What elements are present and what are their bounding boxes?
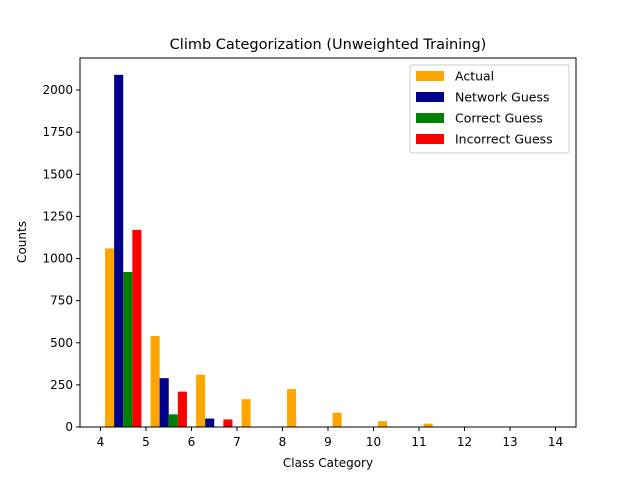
x-tick-label-9: 13 xyxy=(502,435,517,449)
bar-actual-6 xyxy=(378,421,388,427)
legend-swatch-incorrect-guess xyxy=(416,134,444,144)
legend-label-network-guess: Network Guess xyxy=(455,90,550,105)
bar-incorrect-guess-2 xyxy=(223,419,233,427)
bar-network-guess-2 xyxy=(205,418,215,427)
x-tick-label-2: 6 xyxy=(188,435,196,449)
bar-actual-4 xyxy=(287,389,297,427)
bar-actual-5 xyxy=(332,412,342,427)
legend-swatch-actual xyxy=(416,71,444,81)
x-tick-label-5: 9 xyxy=(324,435,332,449)
bar-correct-guess-1 xyxy=(168,414,178,427)
x-tick-label-6: 10 xyxy=(366,435,381,449)
y-tick-label-2: 500 xyxy=(50,336,73,350)
legend-label-incorrect-guess: Incorrect Guess xyxy=(455,132,553,147)
bar-actual-0 xyxy=(105,248,115,427)
legend-label-actual: Actual xyxy=(455,69,494,84)
x-tick-label-4: 8 xyxy=(279,435,287,449)
bar-actual-3 xyxy=(241,399,251,427)
legend-swatch-network-guess xyxy=(416,92,444,102)
x-tick-label-10: 14 xyxy=(548,435,563,449)
y-tick-label-4: 1000 xyxy=(42,252,73,266)
x-axis-ticks: 4 5 6 7 8 9 10 11 12 13 14 xyxy=(97,427,563,449)
y-tick-label-6: 1500 xyxy=(42,167,73,181)
bar-network-guess-1 xyxy=(159,378,169,427)
y-axis-ticks: 0 250 500 750 1000 1250 1500 1750 2000 xyxy=(42,83,80,434)
x-tick-label-1: 5 xyxy=(142,435,150,449)
y-tick-label-8: 2000 xyxy=(42,83,73,97)
y-tick-label-0: 0 xyxy=(65,420,73,434)
x-tick-label-3: 7 xyxy=(233,435,241,449)
y-axis-label: Counts xyxy=(15,221,29,263)
bar-actual-7 xyxy=(423,423,433,427)
y-tick-label-3: 750 xyxy=(50,294,73,308)
x-tick-label-0: 4 xyxy=(97,435,105,449)
chart-title: Climb Categorization (Unweighted Trainin… xyxy=(170,37,487,53)
bar-incorrect-guess-1 xyxy=(177,391,187,427)
bar-correct-guess-0 xyxy=(123,271,133,427)
y-tick-label-7: 1750 xyxy=(42,125,73,139)
y-tick-label-5: 1250 xyxy=(42,209,73,223)
bar-actual-2 xyxy=(196,374,206,427)
bars-group xyxy=(105,74,433,427)
x-axis-label: Class Category xyxy=(283,456,373,470)
legend-label-correct-guess: Correct Guess xyxy=(455,111,543,126)
bar-incorrect-guess-0 xyxy=(132,229,142,427)
legend: Actual Network Guess Correct Guess Incorrec… xyxy=(409,64,570,154)
bar-network-guess-0 xyxy=(114,74,124,427)
legend-swatch-correct-guess xyxy=(416,113,444,123)
y-tick-label-1: 250 xyxy=(50,378,73,392)
legend-frame xyxy=(409,64,570,154)
x-tick-label-8: 12 xyxy=(457,435,472,449)
x-tick-label-7: 11 xyxy=(411,435,426,449)
bar-actual-1 xyxy=(150,336,160,427)
